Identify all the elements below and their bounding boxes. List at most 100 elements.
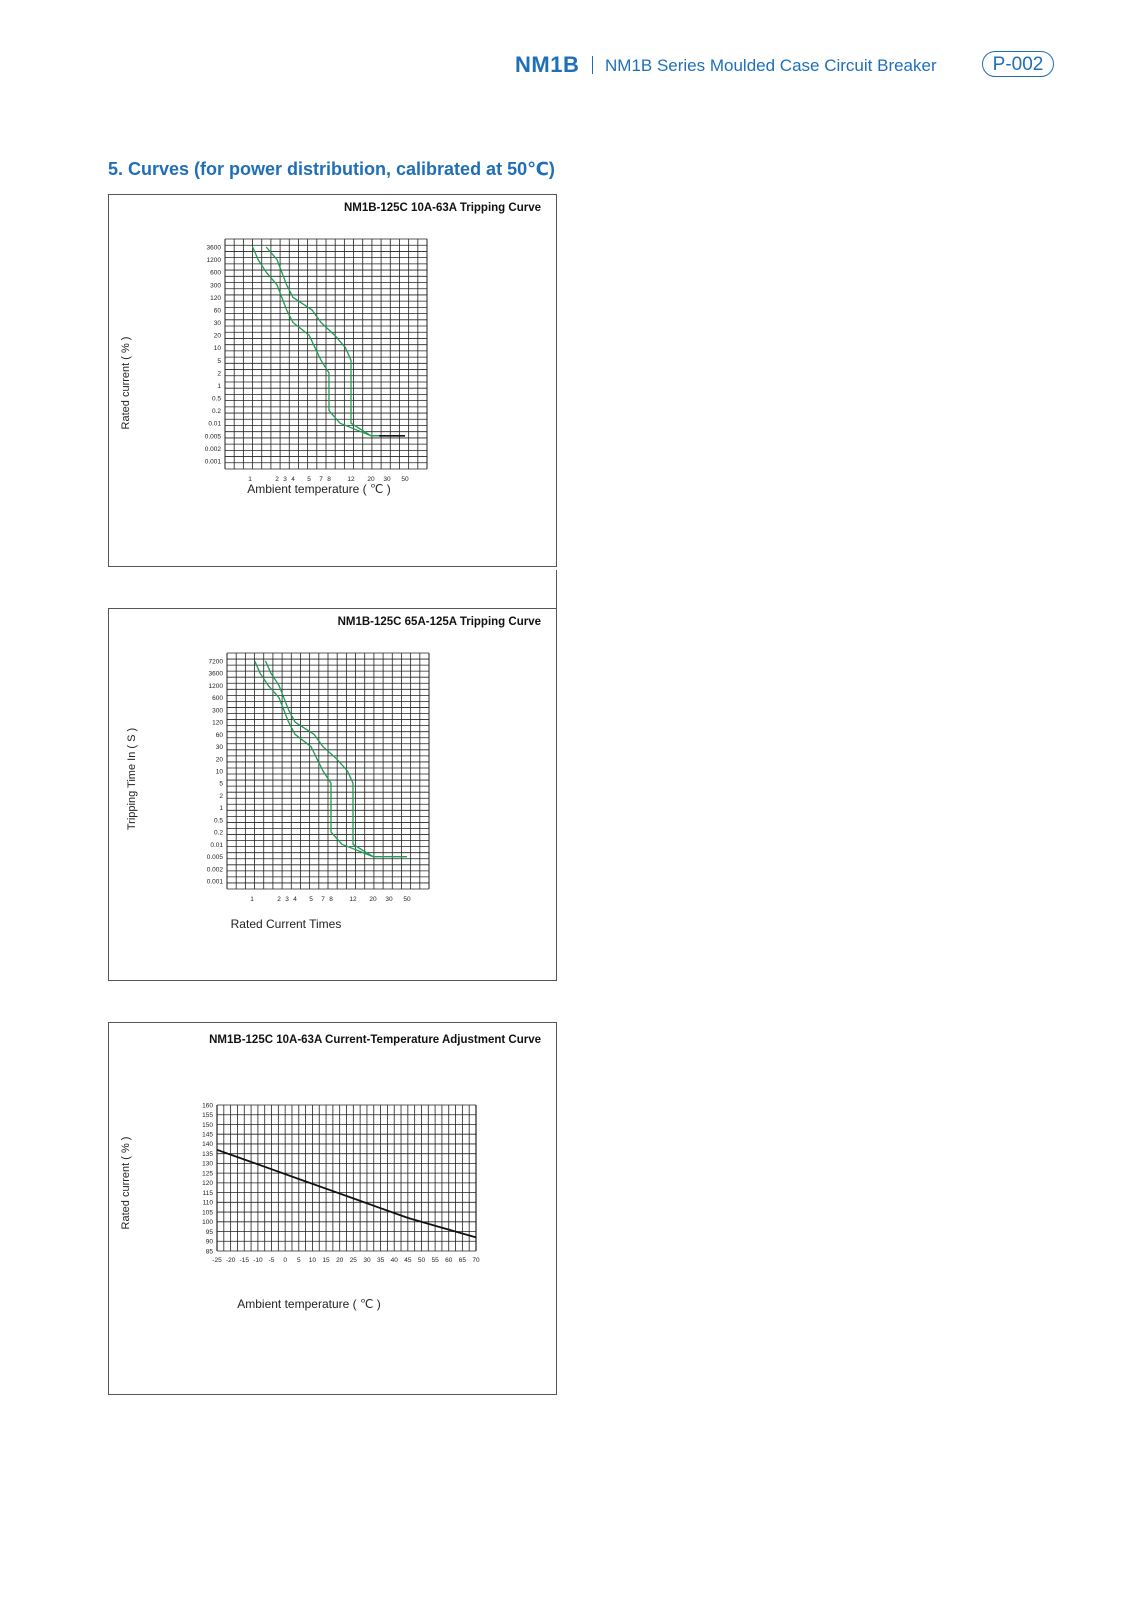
tripping-curve-10a-63a-chart: NM1B-125C 10A-63A Tripping Curve36001200… [120, 202, 541, 496]
x-tick-label: -10 [253, 1257, 263, 1264]
series-line-1 [252, 246, 405, 437]
y-tick-label: 1 [219, 805, 223, 812]
y-tick-label: 100 [202, 1219, 213, 1226]
x-tick-label: 2 [277, 896, 281, 903]
chart-title: NM1B-125C 10A-63A Current-Temperature Ad… [209, 1034, 541, 1046]
x-tick-label: 12 [349, 896, 357, 903]
y-tick-label: 10 [216, 769, 224, 776]
x-tick-label: -20 [226, 1257, 236, 1264]
y-tick-label: 125 [202, 1170, 213, 1177]
x-tick-label: 50 [418, 1257, 426, 1264]
y-tick-label: 30 [214, 320, 222, 327]
x-tick-label: -5 [269, 1257, 275, 1264]
x-tick-label: -25 [212, 1257, 222, 1264]
tripping-curve-65a-125a-chart: NM1B-125C 65A-125A Tripping Curve7200360… [126, 616, 541, 931]
page-number-badge: P-002 [982, 51, 1054, 77]
x-axis-label: Ambient temperature ( ℃ ) [237, 1297, 381, 1311]
y-tick-label: 150 [202, 1122, 213, 1129]
y-tick-label: 3600 [209, 671, 224, 678]
section-title: 5. Curves (for power distribution, calib… [108, 159, 555, 179]
x-tick-label: 30 [385, 896, 393, 903]
x-tick-label: 4 [291, 476, 295, 483]
y-tick-label: 60 [216, 732, 224, 739]
series-line-1 [254, 660, 407, 858]
y-axis-label: Rated current ( % ) [120, 337, 132, 430]
x-tick-label: 12 [347, 476, 355, 483]
x-tick-label: 7 [319, 476, 323, 483]
chart-title: NM1B-125C 10A-63A Tripping Curve [344, 202, 541, 214]
y-tick-label: 300 [210, 282, 221, 289]
y-tick-label: 7200 [209, 659, 224, 666]
y-tick-label: 20 [214, 333, 222, 340]
series-line-1 [216, 1148, 477, 1239]
series-line-2 [265, 246, 405, 437]
y-tick-label: 5 [217, 358, 221, 365]
x-tick-label: 1 [250, 896, 254, 903]
x-tick-label: 35 [377, 1257, 385, 1264]
y-tick-label: 0.002 [205, 446, 222, 453]
x-tick-label: 5 [297, 1257, 301, 1264]
x-tick-label: 15 [322, 1257, 330, 1264]
x-tick-label: 20 [367, 476, 375, 483]
y-tick-label: 0.5 [212, 396, 221, 403]
y-tick-label: 155 [202, 1112, 213, 1119]
x-tick-label: 7 [321, 896, 325, 903]
x-tick-label: 0 [283, 1257, 287, 1264]
series-title: NM1B Series Moulded Case Circuit Breaker [605, 56, 937, 75]
y-tick-label: 5 [219, 781, 223, 788]
y-tick-label: 140 [202, 1141, 213, 1148]
tripping-curve-65a-125a-panel: NM1B-125C 65A-125A Tripping Curve 7200 360… [108, 608, 557, 981]
x-tick-label: 3 [285, 896, 289, 903]
x-tick-label: 20 [336, 1257, 344, 1264]
y-tick-label: 90 [206, 1239, 214, 1246]
x-tick-label: 5 [309, 896, 313, 903]
x-tick-label: 45 [404, 1257, 412, 1264]
x-axis-label: Ambient temperature ( ℃ ) [247, 482, 391, 496]
y-tick-label: 0.001 [205, 459, 222, 466]
x-tick-label: 25 [350, 1257, 358, 1264]
x-axis-label: Rated Current Times [231, 917, 342, 931]
tripping-curve-10a-63a-panel: NM1B-125C 10A-63A Tripping Curve 3600 1200… [108, 194, 557, 567]
y-tick-label: 135 [202, 1151, 213, 1158]
y-tick-label: 110 [203, 1200, 214, 1207]
temperature-adjustment-curve-panel: NM1B-125C 10A-63A Current-Temperature Ad… [108, 1022, 557, 1395]
x-tick-label: 40 [391, 1257, 399, 1264]
y-tick-label: 2 [219, 793, 223, 800]
y-tick-label: 0.002 [207, 866, 224, 873]
y-tick-label: 20 [216, 756, 224, 763]
x-tick-label: 2 [275, 476, 279, 483]
y-tick-label: 60 [214, 307, 222, 314]
y-tick-label: 1200 [207, 257, 222, 264]
y-tick-label: 10 [214, 345, 222, 352]
x-tick-label: 60 [445, 1257, 453, 1264]
y-tick-label: 130 [202, 1161, 213, 1168]
x-tick-label: -15 [240, 1257, 250, 1264]
y-tick-label: 120 [210, 295, 221, 302]
y-tick-label: 0.5 [214, 817, 223, 824]
y-tick-label: 0.01 [210, 842, 223, 849]
x-tick-label: 4 [293, 896, 297, 903]
y-tick-label: 0.005 [207, 854, 224, 861]
y-tick-label: 600 [212, 695, 223, 702]
x-tick-label: 8 [329, 896, 333, 903]
y-tick-label: 120 [212, 720, 223, 727]
y-tick-label: 0.2 [214, 830, 223, 837]
x-tick-label: 3 [283, 476, 287, 483]
x-tick-label: 50 [401, 476, 409, 483]
x-tick-label: 5 [307, 476, 311, 483]
y-tick-label: 115 [203, 1190, 214, 1197]
y-axis-label: Rated current ( % ) [120, 1137, 132, 1230]
y-tick-label: 0.005 [205, 433, 222, 440]
y-tick-label: 120 [202, 1180, 213, 1187]
temperature-adjustment-curve-chart: NM1B-125C 10A-63A Current-Temperature Ad… [120, 1034, 541, 1311]
x-tick-label: 30 [383, 476, 391, 483]
y-tick-label: 300 [212, 707, 223, 714]
x-tick-label: 20 [369, 896, 377, 903]
x-tick-label: 50 [403, 896, 411, 903]
brand-name: NM1B [515, 52, 580, 77]
y-tick-label: 160 [202, 1102, 213, 1109]
x-tick-label: 55 [431, 1257, 439, 1264]
y-tick-label: 30 [216, 744, 224, 751]
y-tick-label: 1200 [209, 683, 224, 690]
x-tick-label: 1 [248, 476, 252, 483]
